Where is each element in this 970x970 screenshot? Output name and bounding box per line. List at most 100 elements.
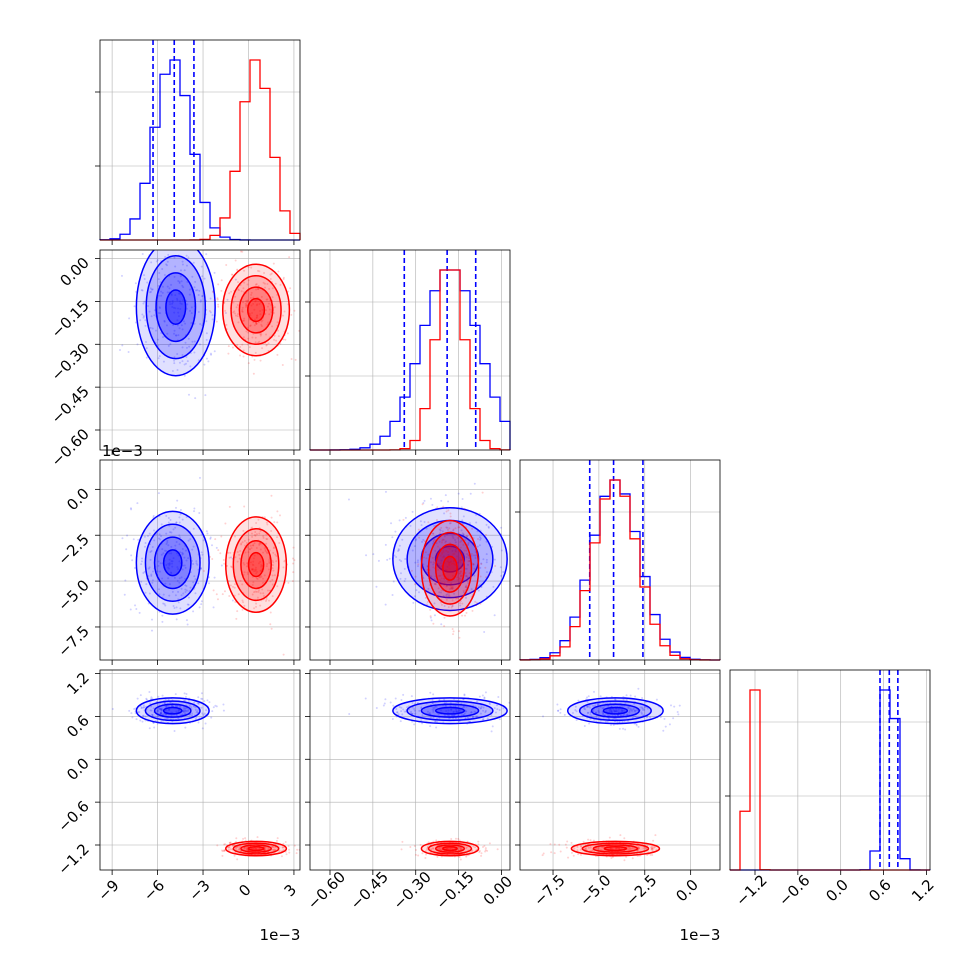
scatter-point (479, 575, 482, 578)
scatter-point (265, 537, 268, 540)
scatter-point (502, 707, 505, 710)
scatter-point (247, 279, 250, 282)
scatter-point (474, 600, 477, 603)
scatter-point (168, 562, 171, 565)
scatter-point (246, 283, 249, 286)
scatter-point (459, 580, 462, 583)
scatter-point (165, 263, 168, 266)
scatter-point (237, 288, 240, 291)
scatter-point (453, 562, 456, 565)
scatter-point (181, 360, 184, 363)
scatter-point (460, 574, 463, 577)
scatter-point (479, 707, 482, 710)
scatter-point (483, 844, 486, 847)
scatter-point (678, 704, 681, 707)
scatter-point (263, 847, 266, 850)
scatter-point (201, 295, 204, 298)
scatter-point (205, 332, 208, 335)
scatter-point (553, 843, 556, 846)
scatter-point (262, 281, 265, 284)
scatter-point (438, 540, 441, 543)
scatter-point (406, 706, 409, 709)
scatter-point (175, 540, 178, 543)
scatter-point (438, 846, 441, 849)
scatter-point (620, 710, 623, 713)
scatter-point (166, 539, 169, 542)
scatter-point (459, 575, 462, 578)
scatter-point (178, 327, 181, 330)
scatter-point (182, 286, 185, 289)
scatter-point (233, 594, 236, 597)
scatter-point (465, 535, 468, 538)
scatter-point (258, 270, 261, 273)
scatter-point (212, 589, 215, 592)
scatter-point (213, 350, 216, 353)
scatter-point (293, 559, 296, 562)
scatter-point (410, 710, 413, 713)
scatter-point (187, 708, 190, 711)
scatter-point (182, 320, 185, 323)
scatter-point (191, 241, 193, 243)
scatter-point (440, 577, 443, 580)
scatter-point (157, 492, 160, 495)
scatter-point (143, 277, 146, 280)
scatter-point (468, 522, 471, 525)
contour-line (240, 844, 272, 853)
scatter-point (258, 542, 261, 545)
scatter-point (496, 704, 499, 707)
scatter-point (128, 709, 131, 712)
scatter-point (242, 529, 245, 532)
scatter-point (150, 549, 153, 552)
scatter-point (251, 563, 254, 566)
scatter-point (413, 709, 416, 712)
density-fill (163, 549, 182, 576)
hist-panel-1 (305, 249, 511, 455)
scatter-point (228, 595, 231, 598)
scatter-point (500, 574, 503, 577)
scatter-point (637, 846, 640, 849)
scatter-point (577, 699, 580, 702)
scatter-point (398, 519, 401, 522)
scatter-point (447, 563, 450, 566)
contour-line (232, 528, 280, 602)
scatter-point (471, 849, 474, 852)
scatter-point (497, 695, 500, 698)
scatter-point (252, 568, 255, 571)
scatter-point (541, 854, 544, 857)
scatter-point (610, 711, 613, 714)
scatter-point (255, 572, 258, 575)
scatter-point (265, 298, 268, 301)
scatter-point (178, 581, 181, 584)
scatter-point (637, 847, 640, 850)
scatter-point (141, 557, 144, 560)
scatter-point (259, 333, 262, 336)
scatter-point (175, 521, 178, 524)
scatter-point (255, 847, 258, 850)
density-fill (421, 520, 479, 616)
scatter-point (457, 526, 460, 529)
scatter-point (265, 551, 268, 554)
scatter-point (375, 706, 378, 709)
scatter-point (612, 723, 615, 726)
scatter-point (432, 561, 435, 564)
scatter-point (276, 585, 279, 588)
scatter-point (443, 604, 446, 607)
scatter-point (136, 343, 139, 346)
scatter-point (242, 561, 245, 564)
x-tick-label: −1.2 (732, 871, 770, 909)
scatter-point (572, 854, 575, 857)
scatter-point (248, 548, 251, 551)
scatter-point (432, 847, 435, 850)
scatter-point (435, 705, 438, 708)
scatter-point (423, 521, 426, 524)
contour-line (165, 289, 187, 326)
scatter-point (364, 697, 367, 700)
scatter-point (184, 341, 187, 344)
x-tick-label: −6 (140, 876, 168, 904)
scatter-point (584, 848, 587, 851)
scatter-point (176, 297, 179, 300)
scatter-point (129, 507, 132, 510)
scatter-point (631, 857, 634, 860)
scatter-point (149, 287, 152, 290)
scatter-point (162, 602, 165, 605)
